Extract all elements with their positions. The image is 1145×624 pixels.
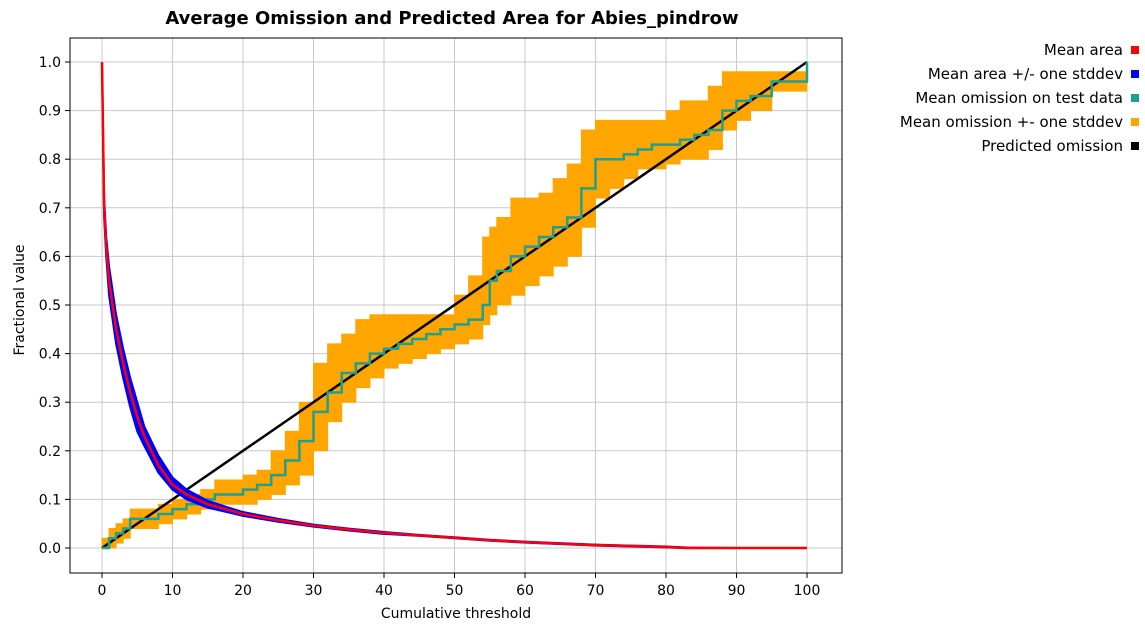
legend-label: Mean area +/- one stddev	[928, 65, 1123, 83]
legend-swatch	[1131, 46, 1139, 54]
series-layer	[100, 60, 809, 550]
x-tick-label: 10	[164, 583, 182, 599]
x-tick-label: 80	[657, 583, 675, 599]
x-tick-label: 40	[375, 583, 393, 599]
x-tick-label: 100	[794, 583, 821, 599]
legend-swatch	[1131, 94, 1139, 102]
y-tick-label: 0.0	[39, 541, 61, 557]
legend-label: Mean omission +- one stddev	[900, 113, 1123, 131]
y-tick-label: 0.1	[39, 492, 61, 508]
y-tick-label: 0.3	[39, 395, 61, 411]
chart-title: Average Omission and Predicted Area for …	[165, 8, 738, 29]
legend-label: Mean omission on test data	[915, 89, 1123, 107]
legend-swatch	[1131, 118, 1139, 126]
x-tick-label: 30	[305, 583, 323, 599]
y-tick-label: 0.4	[39, 347, 61, 363]
y-tick-label: 0.7	[39, 201, 61, 217]
legend-label: Mean area	[1044, 41, 1123, 59]
legend-label: Predicted omission	[981, 137, 1123, 155]
y-tick-label: 1.0	[39, 55, 61, 71]
y-tick-label: 0.2	[39, 444, 61, 460]
legend: Mean area Mean area +/- one stddev Mean om…	[900, 41, 1139, 155]
legend-swatch	[1131, 142, 1139, 150]
x-tick-label: 60	[516, 583, 534, 599]
x-tick-label: 0	[98, 583, 107, 599]
x-tick-label: 90	[728, 583, 746, 599]
y-tick-label: 0.6	[39, 249, 61, 265]
x-tick-label: 50	[446, 583, 464, 599]
y-tick-label: 0.5	[39, 298, 61, 314]
y-axis-label: Fractional value	[12, 244, 28, 355]
x-axis-label: Cumulative threshold	[381, 606, 531, 622]
x-tick-label: 70	[587, 583, 605, 599]
legend-swatch	[1131, 70, 1139, 78]
y-tick-label: 0.8	[39, 152, 61, 168]
axis-ticks: 0 10 20 30 40 50 60 70 80 90 100 0.0 0.1 0.2 0.3 0.4 0.5…	[39, 55, 821, 599]
x-tick-label: 20	[234, 583, 252, 599]
predicted-omission-line	[101, 60, 808, 550]
y-tick-label: 0.9	[39, 104, 61, 120]
mean-area-line	[100, 61, 807, 550]
area-stddev-band	[101, 61, 807, 549]
